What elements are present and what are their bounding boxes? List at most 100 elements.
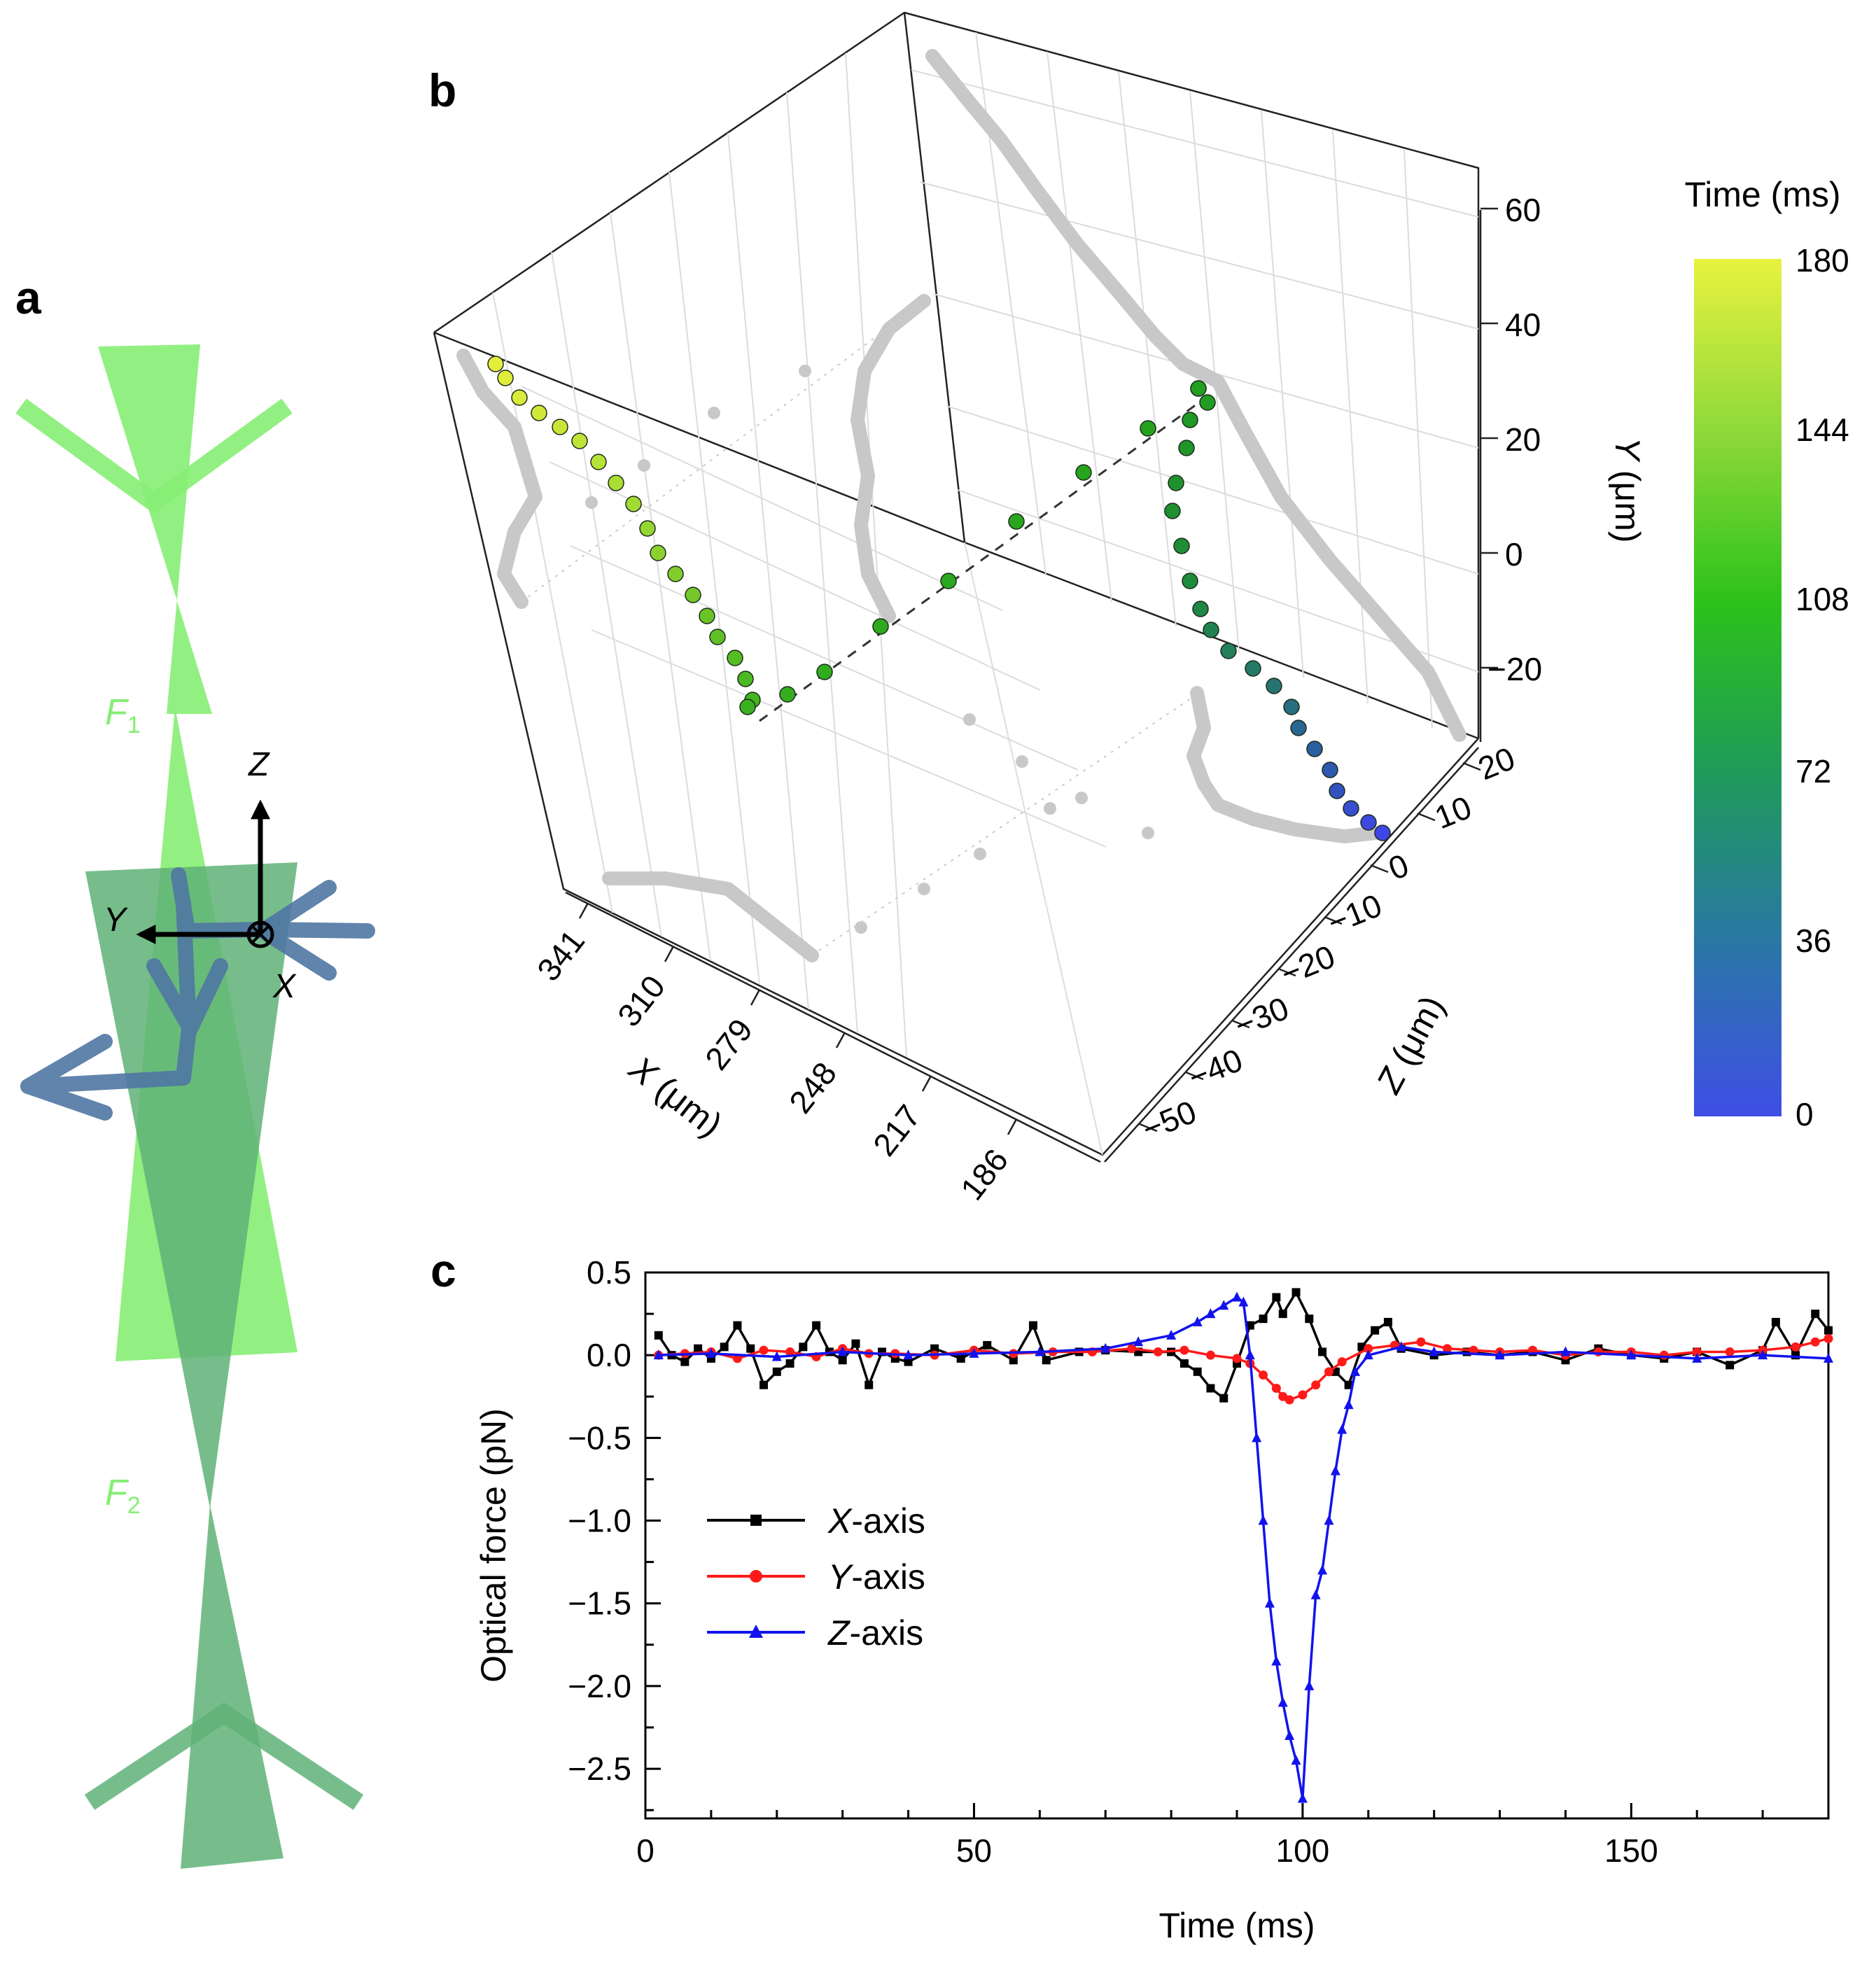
data-point <box>706 1347 716 1358</box>
data-point <box>1791 1342 1800 1352</box>
z3d-tick: −40 <box>1183 1041 1247 1095</box>
projection-left-wall <box>456 349 542 609</box>
x-axis-3d: 341 310 279 248 217 186 X (μm) <box>530 891 1101 1207</box>
y-tick-label: −2.5 <box>568 1751 631 1787</box>
z3d-tick: −30 <box>1229 990 1294 1044</box>
legend-item-z: Z-axis <box>707 1613 923 1653</box>
legend-label: Z-axis <box>827 1613 923 1653</box>
data-point <box>1494 1349 1505 1360</box>
data-point <box>1291 1755 1301 1765</box>
data-point <box>746 1344 755 1353</box>
data-point <box>1810 1337 1820 1347</box>
series-line <box>658 1296 1829 1800</box>
data-point <box>1284 1730 1295 1740</box>
data-point <box>1259 1314 1268 1324</box>
data-point <box>1317 1564 1328 1575</box>
beam-f2-lower <box>181 1505 284 1869</box>
data-point <box>1028 1321 1037 1330</box>
legend-label: X-axis <box>827 1501 925 1541</box>
y3d-tick: 0 <box>1505 536 1523 573</box>
z3d-tick: −10 <box>1322 887 1387 941</box>
trajectory-3d <box>487 356 1391 841</box>
z-axis-3d: 20 10 0 −10 −20 −30 −40 −50 Z (μm) <box>1104 740 1520 1163</box>
data-point <box>903 1349 913 1360</box>
x3d-tick: 248 <box>782 1055 844 1120</box>
data-point <box>1206 1384 1215 1393</box>
projection-right-floor <box>1186 686 1382 843</box>
data-point <box>1725 1347 1735 1356</box>
z3d-tick: −50 <box>1137 1093 1201 1147</box>
panel-c: c 0 50 100 150 0.5 0.0 −0.5 −1.0 −1.5 −2.0 −2.5 Ti… <box>430 1244 1833 1945</box>
data-point <box>1469 1345 1478 1355</box>
data-point <box>1343 1399 1354 1410</box>
series-group <box>653 1288 1833 1803</box>
data-point <box>1180 1359 1189 1368</box>
x-axis-cross <box>251 925 270 944</box>
data-point <box>1245 1349 1255 1360</box>
series-z-axis <box>653 1291 1833 1803</box>
data-point <box>1337 1424 1348 1434</box>
legend-label: Y-axis <box>828 1557 925 1597</box>
data-point <box>1035 1346 1045 1356</box>
data-point <box>1692 1352 1702 1363</box>
data-point <box>1823 1352 1833 1363</box>
data-point <box>1219 1300 1229 1310</box>
data-point <box>1278 1310 1287 1319</box>
y3d-tick: 20 <box>1505 421 1541 458</box>
panel-a: a F1 F2 Z Y X <box>15 272 375 1869</box>
panel-c-label: c <box>430 1244 456 1296</box>
x3d-tick: 217 <box>866 1098 927 1163</box>
data-point <box>1304 1680 1315 1690</box>
series-x-axis <box>654 1288 1833 1403</box>
data-point <box>680 1357 690 1366</box>
data-point <box>1009 1356 1018 1365</box>
label-f2: F2 <box>105 1473 141 1519</box>
data-point <box>1133 1336 1144 1347</box>
y3d-tick: 60 <box>1505 192 1541 228</box>
axis-ticks: 0 50 100 150 0.5 0.0 −0.5 −1.0 −1.5 −2.0 −2.5 <box>568 1254 1830 1869</box>
data-point <box>1758 1349 1768 1360</box>
data-point <box>1264 1597 1275 1608</box>
projection-mid-wall <box>850 294 931 623</box>
y3d-axis-label: Y (μm) <box>1608 437 1647 542</box>
data-point <box>653 1349 664 1360</box>
y3d-tick: −20 <box>1488 651 1542 687</box>
data-point <box>1284 1395 1294 1405</box>
data-point <box>1193 1367 1202 1376</box>
data-point <box>1219 1394 1228 1403</box>
panel-b: b <box>428 11 1849 1207</box>
y-axis-label: Optical force (pN) <box>474 1408 513 1683</box>
data-point <box>904 1357 913 1366</box>
data-point <box>1442 1344 1452 1354</box>
colorbar-tick: 144 <box>1795 412 1849 448</box>
axis-label-x: X <box>272 968 297 1005</box>
projection-dots <box>585 319 1154 934</box>
data-point <box>732 1354 742 1363</box>
legend-item-x: X-axis <box>707 1501 925 1541</box>
x-tick-label: 50 <box>956 1832 992 1869</box>
colorbar-tick: 72 <box>1795 753 1831 790</box>
data-point <box>771 1351 782 1361</box>
x-tick-label: 0 <box>636 1832 654 1869</box>
data-point <box>1593 1347 1603 1356</box>
projection-back-wall <box>925 49 1466 742</box>
data-point <box>1238 1296 1249 1307</box>
data-point <box>1396 1341 1406 1352</box>
data-point <box>785 1347 795 1356</box>
colorbar-gradient <box>1694 259 1782 1116</box>
data-point <box>1416 1337 1426 1347</box>
x3d-tick: 310 <box>610 969 672 1033</box>
colorbar-tick: 180 <box>1795 242 1849 279</box>
projection-guides <box>521 300 1205 956</box>
z3d-tick: −20 <box>1275 938 1340 992</box>
data-point <box>1166 1329 1177 1340</box>
data-point <box>1371 1326 1380 1335</box>
data-point <box>733 1321 742 1330</box>
data-point <box>1310 1589 1321 1599</box>
data-point <box>1305 1314 1314 1324</box>
trajectory-arrows <box>20 867 375 1121</box>
label-f1: F1 <box>105 692 141 738</box>
z3d-tick: 20 <box>1473 740 1520 787</box>
colorbar-tick: 108 <box>1795 581 1849 617</box>
